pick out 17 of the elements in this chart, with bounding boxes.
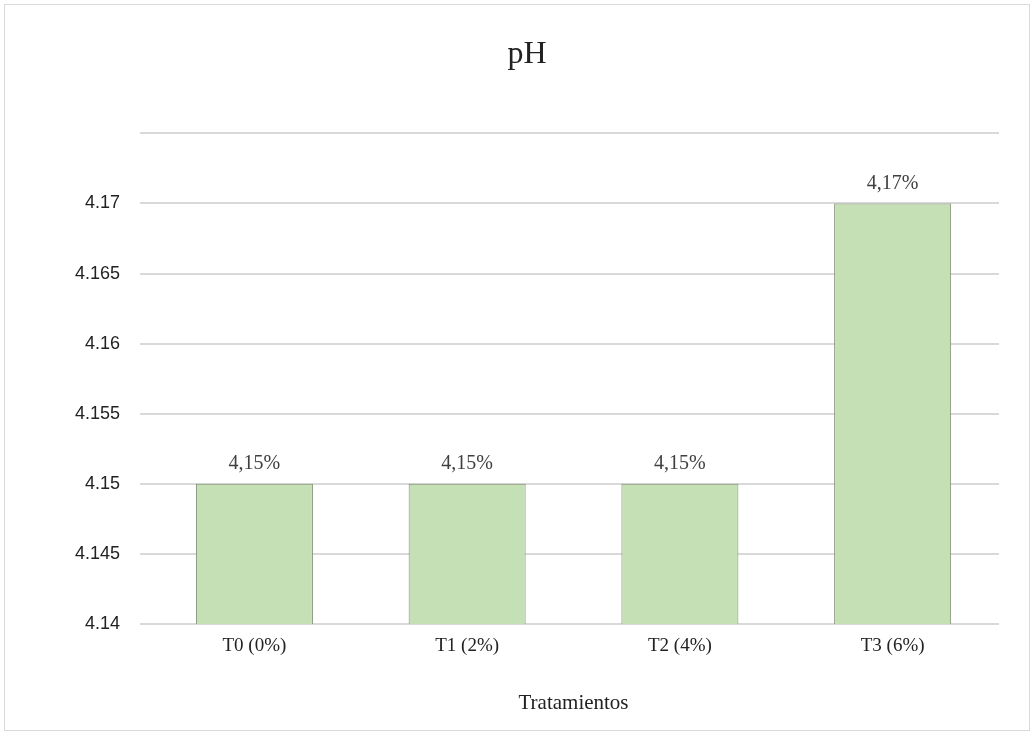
y-tick-label: 4.16 [85, 332, 121, 353]
data-label: 4,15% [654, 451, 706, 474]
data-label: 4,15% [228, 451, 281, 474]
x-tick-label: T0 (0%) [222, 634, 287, 657]
data-label: 4,17% [866, 170, 919, 193]
x-axis-title: Tratamientos [518, 689, 629, 714]
y-tick-label: 4.145 [75, 542, 121, 563]
y-tick-label: 4.155 [75, 402, 121, 423]
chart-title: pH [507, 33, 547, 70]
y-tick-label: 4.14 [85, 612, 121, 633]
x-tick-label: T1 (2%) [435, 634, 500, 657]
x-tick-label: T3 (6%) [860, 634, 925, 657]
y-tick-label: 4.165 [75, 262, 121, 283]
y-tick-label: 4.15 [85, 472, 121, 493]
data-label: 4,15% [441, 451, 493, 474]
y-tick-label: 4.17 [85, 192, 121, 213]
x-tick-label: T2 (4%) [647, 634, 712, 657]
